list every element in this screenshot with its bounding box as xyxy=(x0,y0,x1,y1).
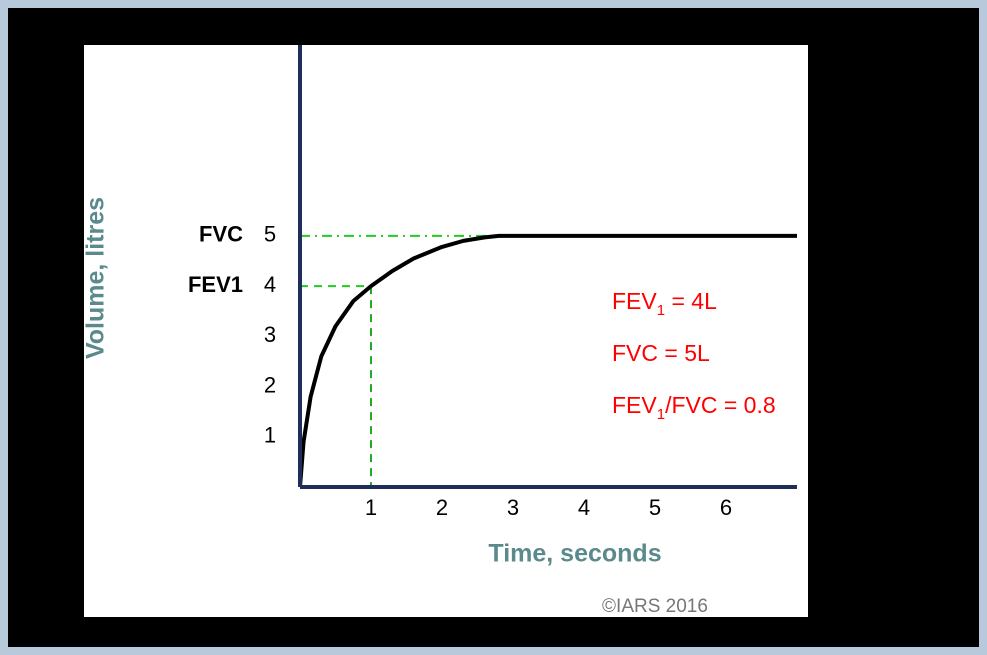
annotation-part: = 4L xyxy=(665,288,717,314)
y-tick-label: 3 xyxy=(264,322,276,347)
annotation-part: FEV xyxy=(612,392,657,418)
x-axis-title: Time, seconds xyxy=(488,540,661,568)
x-tick-label: 2 xyxy=(436,495,448,520)
plot-panel xyxy=(84,45,808,617)
annotation-part: FVC = 5L xyxy=(612,340,710,366)
y-tick-label: 4 xyxy=(264,272,276,297)
credit: ©IARS 2016 xyxy=(602,596,708,617)
x-tick-label: 1 xyxy=(365,495,377,520)
annotation: FEV1/FVC = 0.8 xyxy=(612,392,776,423)
y-tick-label: 5 xyxy=(264,222,276,247)
x-tick-label: 6 xyxy=(720,495,732,520)
marker-label: FVC xyxy=(199,222,243,247)
x-tick-label: 3 xyxy=(507,495,519,520)
annotation-part: 1 xyxy=(657,302,665,319)
marker-label: FEV1 xyxy=(188,272,243,297)
x-tick-label: 5 xyxy=(649,495,661,520)
annotation-part: FEV xyxy=(612,288,657,314)
x-tick-label: 4 xyxy=(578,495,590,520)
curve xyxy=(298,233,797,488)
annotation-part: /FVC = 0.8 xyxy=(665,392,776,418)
y-tick-label: 2 xyxy=(264,372,276,397)
y-tick-label: 1 xyxy=(264,423,276,448)
annotation: FVC = 5L xyxy=(612,340,710,366)
annotation-part: 1 xyxy=(657,406,665,423)
y-axis-title: Volume, litres xyxy=(82,197,110,359)
annotation: FEV1 = 4L xyxy=(612,288,717,319)
